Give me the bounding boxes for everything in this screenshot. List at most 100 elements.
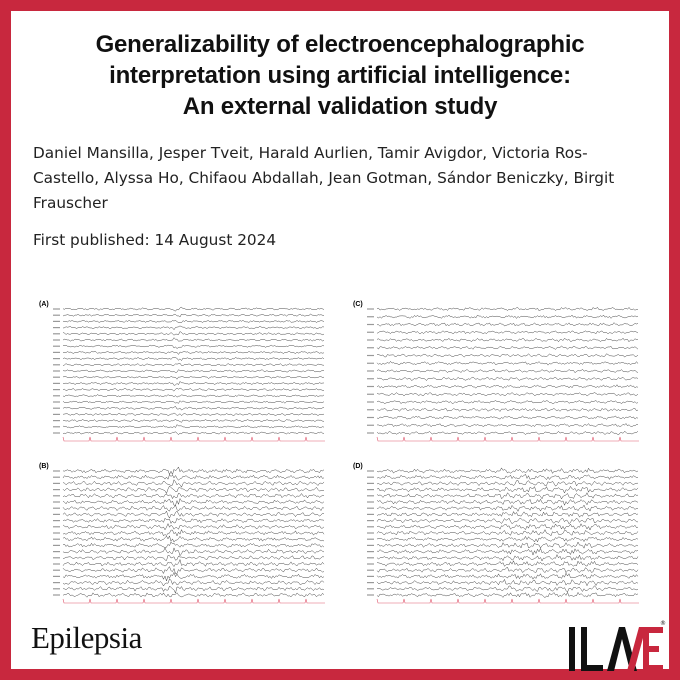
eeg-trace: [376, 504, 639, 512]
channel-label: [367, 401, 374, 403]
eeg-trace: [376, 511, 639, 518]
eeg-trace: [376, 345, 639, 350]
eeg-trace: [376, 492, 639, 500]
eeg-trace: [376, 554, 639, 562]
eeg-trace: [376, 307, 639, 312]
channel-label: [367, 582, 374, 584]
channel-label: [53, 563, 60, 565]
eeg-trace: [62, 504, 325, 512]
channel-label: [53, 358, 60, 360]
channel-label: [367, 501, 374, 503]
channel-label: [53, 482, 60, 484]
channel-label: [367, 385, 374, 388]
eeg-trace: [62, 497, 325, 506]
channel-label: [53, 407, 60, 409]
title-line-2: interpretation using artificial intellig…: [109, 62, 571, 89]
eeg-trace: [376, 529, 639, 537]
eeg-traces-a: [53, 306, 325, 442]
channel-label: [53, 538, 60, 540]
eeg-trace: [62, 571, 325, 582]
channel-label: [367, 339, 374, 341]
eeg-trace: [62, 485, 325, 494]
title-line-1: Generalizability of electroencephalograp…: [95, 31, 585, 58]
eeg-trace: [376, 407, 639, 412]
channel-label: [53, 327, 60, 329]
eeg-trace: [376, 523, 639, 531]
eeg-trace: [376, 392, 639, 397]
channel-label: [53, 432, 60, 434]
eeg-trace: [376, 498, 639, 506]
eeg-trace: [376, 560, 639, 567]
eeg-trace: [376, 535, 639, 543]
channel-label: [53, 389, 60, 391]
channel-label: [367, 569, 374, 571]
channel-label: [53, 551, 60, 553]
channel-label: [53, 413, 60, 415]
eeg-trace: [376, 480, 639, 487]
eeg-figure: (A) (C) (B) (D): [33, 293, 653, 613]
panel-label-c: (C): [353, 301, 363, 308]
registered-mark: ®: [660, 620, 666, 627]
channel-label: [367, 575, 374, 577]
channel-label: [53, 513, 60, 515]
channel-label: [367, 551, 374, 553]
ilae-logo: ®: [569, 620, 666, 671]
ecg-trace: [62, 598, 325, 604]
channel-label: [53, 426, 60, 428]
eeg-trace: [62, 331, 325, 336]
channel-label: [367, 482, 374, 484]
eeg-trace: [376, 337, 639, 343]
channel-label: [53, 345, 60, 347]
eeg-trace: [376, 485, 639, 494]
eeg-trace: [376, 547, 639, 556]
eeg-trace: [62, 375, 325, 380]
eeg-trace: [62, 344, 325, 349]
channel-label: [53, 594, 60, 596]
channel-label: [367, 378, 374, 380]
channel-label: [367, 495, 374, 497]
eeg-trace: [62, 350, 325, 355]
panel-label-b: (B): [39, 463, 49, 470]
channel-label: [53, 351, 60, 353]
channel-label: [367, 409, 374, 411]
cover-card: Generalizability of electroencephalograp…: [11, 11, 669, 671]
channel-label: [367, 563, 374, 565]
eeg-trace: [376, 361, 639, 366]
channel-label: [53, 476, 60, 478]
channel-label: [367, 316, 374, 318]
eeg-trace: [62, 394, 325, 398]
channel-label: [53, 501, 60, 503]
channel-label: [367, 526, 374, 528]
channel-label: [53, 364, 60, 366]
eeg-trace: [62, 325, 325, 331]
channel-label: [53, 314, 60, 316]
epilepsia-logo: Epilepsia: [31, 620, 142, 655]
channel-label: [367, 432, 374, 434]
eeg-trace: [376, 566, 639, 574]
eeg-traces-d: [367, 467, 639, 604]
eeg-trace: [62, 406, 325, 411]
eeg-trace: [62, 535, 325, 543]
eeg-panel-a: (A): [33, 293, 333, 451]
channel-label: [53, 376, 60, 378]
channel-label: [367, 424, 374, 426]
eeg-trace: [376, 330, 639, 335]
channel-label: [53, 520, 60, 522]
channel-label: [367, 370, 374, 372]
channel-label: [367, 393, 374, 395]
eeg-trace: [62, 412, 325, 416]
channel-label: [53, 532, 60, 534]
channel-label: [53, 395, 60, 397]
eeg-trace: [376, 517, 639, 525]
eeg-trace: [62, 362, 325, 367]
channel-label: [53, 420, 60, 422]
eeg-trace: [376, 578, 639, 587]
eeg-trace: [376, 353, 639, 358]
channel-label: [53, 582, 60, 584]
channel-label: [367, 362, 374, 364]
channel-label: [53, 588, 60, 590]
channel-label: [367, 588, 374, 590]
eeg-trace: [62, 369, 325, 373]
eeg-trace: [62, 381, 325, 386]
channel-label: [53, 507, 60, 509]
